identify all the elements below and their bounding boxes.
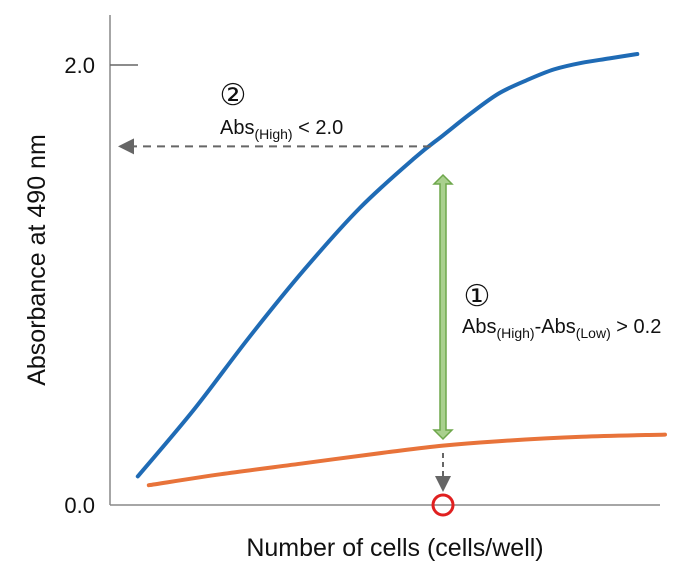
annotation-1-marker: ①	[464, 280, 491, 313]
series-line-1	[146, 432, 667, 488]
x-axis-label: Number of cells (cells/well)	[246, 534, 543, 562]
annotation-2-part-1: (High)	[254, 126, 292, 142]
annotation-1-part-3: (Low)	[576, 325, 611, 341]
difference-arrow-shape	[432, 173, 454, 441]
difference-arrow	[432, 173, 454, 441]
annotation-2-part-2: < 2.0	[293, 117, 344, 139]
y-tick-label-0: 0.0	[64, 493, 95, 518]
annotation-1-part-4: > 0.2	[611, 316, 662, 338]
axes	[109, 15, 660, 506]
annotation-2-text: Abs(High) < 2.0	[220, 117, 343, 142]
selected-cell-number-marker	[431, 493, 455, 517]
annotation-1-text: Abs(High)-Abs(Low) > 0.2	[462, 316, 661, 341]
y-axis-label: Absorbance at 490 nm	[23, 134, 51, 386]
series-layer	[135, 52, 667, 488]
annotation-2-marker: ②	[220, 79, 247, 112]
annotation-1-part-1: (High)	[496, 325, 534, 341]
annotation-1-part-2: -Abs	[535, 316, 576, 338]
y-tick-label-1: 2.0	[64, 53, 95, 78]
series-line-0	[135, 52, 640, 479]
annotation-1-part-0: Abs	[462, 316, 496, 338]
y-ticks: 0.0 2.0	[64, 53, 138, 518]
annotation-2-part-0: Abs	[220, 117, 254, 139]
